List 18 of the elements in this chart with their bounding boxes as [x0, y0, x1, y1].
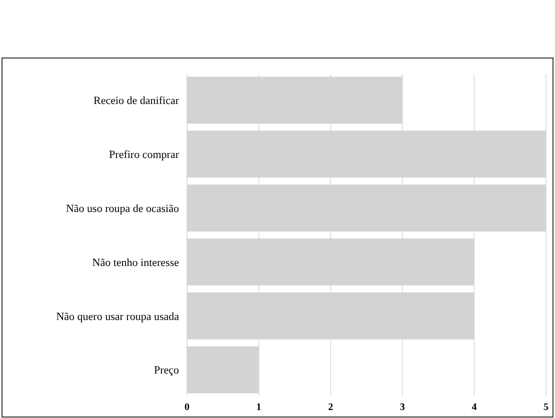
y-tick-label: Preço	[154, 364, 180, 377]
x-tick-label: 5	[544, 402, 548, 413]
y-tick-label: Não quero usar roupa usada	[56, 310, 180, 323]
bar	[187, 238, 474, 286]
x-tick-label: 0	[184, 402, 190, 413]
y-tick-label: Não tenho interesse	[92, 256, 180, 269]
bar	[187, 292, 474, 340]
bar	[187, 130, 546, 178]
x-tick-label: 4	[472, 402, 477, 413]
x-tick-label: 1	[256, 402, 262, 413]
y-tick-label: Prefiro comprar	[109, 148, 180, 161]
bar	[187, 346, 259, 394]
x-tick-label: 3	[400, 402, 405, 413]
x-tick-label: 2	[328, 402, 334, 413]
bar	[187, 76, 402, 124]
y-tick-label: Receio de danificar	[93, 95, 180, 108]
y-tick-label: Não uso roupa de ocasião	[66, 202, 180, 215]
bar	[187, 184, 546, 232]
